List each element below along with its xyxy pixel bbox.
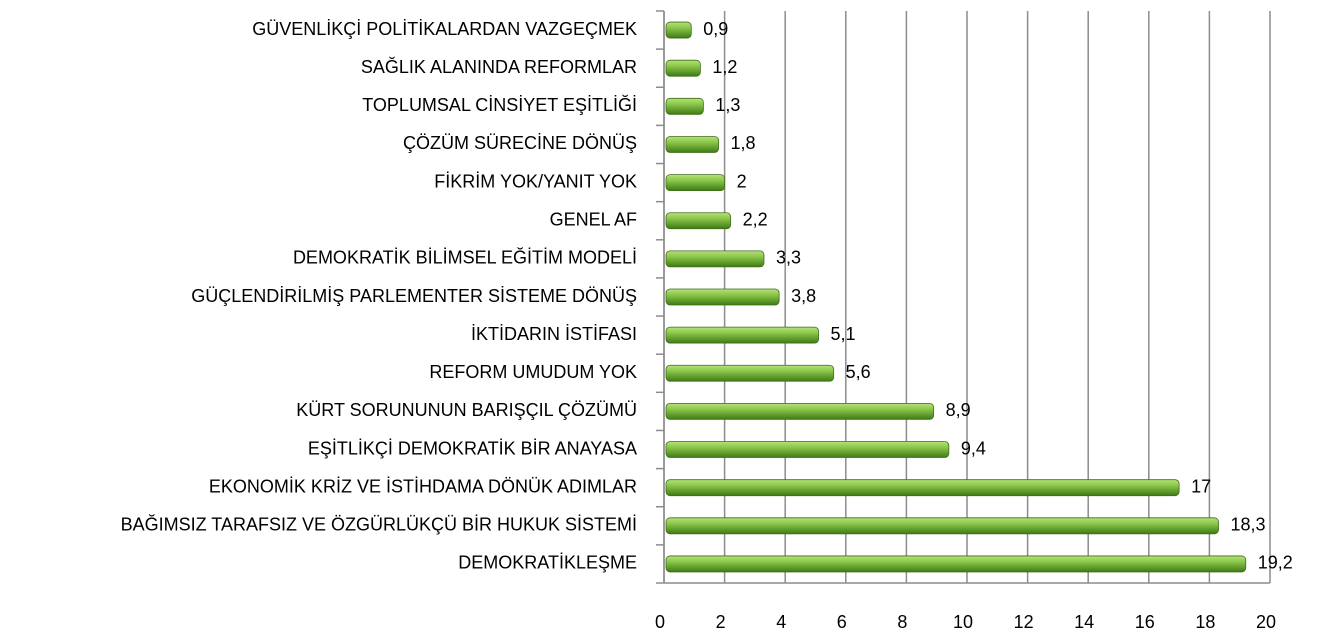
y-tick-label: GÜVENLİKÇİ POLİTİKALARDAN VAZGEÇMEK xyxy=(252,19,637,39)
x-tick-label: 2 xyxy=(716,612,726,632)
y-tick-label: SAĞLIK ALANINDA REFORMLAR xyxy=(361,56,637,77)
y-tick-label: EKONOMİK KRİZ VE İSTİHDAMA DÖNÜK ADIMLAR xyxy=(209,476,637,496)
y-tick-label: TOPLUMSAL CİNSİYET EŞİTLİĞİ xyxy=(362,94,637,115)
data-label: 18,3 xyxy=(1230,515,1265,535)
x-tick-label: 10 xyxy=(953,612,973,632)
data-label: 8,9 xyxy=(946,400,971,420)
y-tick-label: KÜRT SORUNUNUN BARIŞÇIL ÇÖZÜMÜ xyxy=(296,400,637,420)
bar xyxy=(665,364,835,382)
x-tick-label: 4 xyxy=(776,612,786,632)
y-tick-label: FİKRİM YOK/YANIT YOK xyxy=(434,171,637,191)
data-label: 1,8 xyxy=(731,133,756,153)
bar xyxy=(665,97,704,115)
data-label: 1,2 xyxy=(712,57,737,77)
y-tick-label: DEMOKRATİK BİLİMSEL EĞİTİM MODELİ xyxy=(293,247,637,268)
bar xyxy=(665,250,765,268)
bar xyxy=(665,136,719,153)
bar xyxy=(665,479,1180,497)
bar xyxy=(665,402,935,420)
y-tick-label: ÇÖZÜM SÜRECİNE DÖNÜŞ xyxy=(403,133,637,153)
bar xyxy=(665,517,1219,535)
data-label: 17 xyxy=(1191,476,1211,496)
x-tick-label: 14 xyxy=(1074,612,1094,632)
x-tick-label: 20 xyxy=(1256,612,1276,632)
x-tick-label: 0 xyxy=(655,612,665,632)
y-tick-label: BAĞIMSIZ TARAFSIZ VE ÖZGÜRLÜKÇÜ BİR HUKU… xyxy=(121,514,637,535)
bar xyxy=(665,174,725,192)
bar xyxy=(665,212,732,230)
data-label: 9,4 xyxy=(961,438,986,458)
bar xyxy=(665,441,950,458)
data-label: 3,3 xyxy=(776,248,801,268)
data-label: 1,3 xyxy=(715,95,740,115)
data-label: 3,8 xyxy=(791,286,816,306)
data-label: 5,6 xyxy=(846,362,871,382)
bar xyxy=(665,21,692,39)
x-tick-label: 18 xyxy=(1195,612,1215,632)
x-tick-label: 16 xyxy=(1135,612,1155,632)
x-tick-label: 8 xyxy=(897,612,907,632)
y-tick-label: DEMOKRATİKLEŞME xyxy=(458,553,637,573)
y-tick-label: GÜÇLENDİRİLMİŞ PARLEMENTER SİSTEME DÖNÜŞ xyxy=(191,286,637,306)
data-label: 19,2 xyxy=(1258,553,1293,573)
y-tick-label: İKTİDARIN İSTİFASI xyxy=(471,324,637,344)
bar xyxy=(665,59,701,77)
y-tick-label: GENEL AF xyxy=(550,209,637,229)
bar xyxy=(665,326,819,344)
data-label: 5,1 xyxy=(831,324,856,344)
data-label: 2,2 xyxy=(743,209,768,229)
data-label: 0,9 xyxy=(703,19,728,39)
x-tick-label: 12 xyxy=(1014,612,1034,632)
y-tick-label: REFORM UMUDUM YOK xyxy=(429,362,637,382)
bar xyxy=(665,288,780,306)
bar xyxy=(665,555,1247,573)
x-tick-label: 6 xyxy=(837,612,847,632)
data-label: 2 xyxy=(737,171,747,191)
y-tick-label: EŞİTLİKÇİ DEMOKRATİK BİR ANAYASA xyxy=(308,438,637,458)
